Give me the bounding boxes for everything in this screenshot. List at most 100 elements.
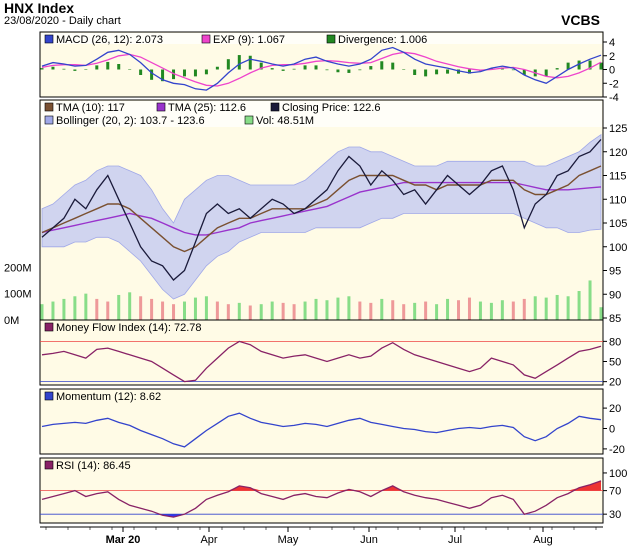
volume-bar: [336, 297, 340, 320]
volume-bar: [544, 297, 548, 320]
x-tick-label: Jul: [448, 534, 462, 546]
volume-bar: [215, 301, 219, 320]
chart-subtitle: 23/08/2020 - Daily chart: [4, 15, 121, 27]
volume-bar: [40, 304, 44, 320]
tma10-line: [41, 165, 602, 253]
divergence-bar: [325, 69, 329, 71]
volume-bar: [117, 294, 121, 320]
volume-bar: [51, 301, 55, 320]
rsi-y-tick-label: 70: [609, 486, 621, 498]
divergence-bar: [391, 62, 395, 70]
volume-bar: [566, 296, 570, 320]
volume-bar: [599, 307, 603, 320]
mfi-y-tick-label: 20: [609, 377, 621, 389]
divergence-bar: [128, 69, 132, 70]
x-tick-label: Aug: [533, 534, 553, 546]
volume-bar: [500, 300, 504, 320]
divergence-bar: [292, 68, 296, 70]
divergence-bar: [248, 55, 252, 70]
volume-bar: [193, 297, 197, 320]
price-legend-label: Closing Price: 122.6: [282, 102, 380, 114]
volume-bar: [325, 300, 329, 320]
price-legend-swatch: [44, 102, 54, 112]
volume-bar: [259, 304, 263, 320]
price-y-tick-label: 90: [609, 289, 621, 301]
divergence-bar: [522, 69, 526, 75]
volume-bar: [270, 301, 274, 320]
momentum-panel: [39, 388, 604, 455]
divergence-bar: [566, 62, 570, 70]
volume-bar: [73, 296, 77, 320]
x-tick-label: May: [278, 534, 299, 546]
divergence-bar: [544, 69, 548, 77]
price-y-tick-label: 120: [609, 147, 627, 159]
divergence-bar: [599, 62, 603, 70]
price-legend-label: TMA (25): 112.6: [168, 102, 246, 114]
volume-bar: [281, 302, 285, 320]
divergence-bar: [303, 65, 307, 70]
volume-bar: [435, 304, 439, 320]
momentum-legend-label: Momentum (12): 8.62: [56, 391, 161, 403]
divergence-bar: [95, 65, 99, 70]
macd-legend-label: MACD (26, 12): 2.073: [56, 34, 163, 46]
mfi-panel: [39, 319, 604, 386]
divergence-bar: [182, 69, 186, 77]
volume-bar: [457, 300, 461, 320]
price-y-tick-label: 105: [609, 218, 627, 230]
momentum-legend-swatch: [44, 391, 54, 401]
mfi-y-tick-label: 80: [609, 336, 621, 348]
volume-bar: [511, 301, 515, 320]
macd-legend-swatch: [44, 34, 54, 44]
macd-legend-swatch: [201, 34, 211, 44]
rsi-y-tick-label: 100: [609, 468, 627, 480]
divergence-bar: [259, 62, 263, 70]
price-y-tick-label: 110: [609, 194, 627, 206]
rsi-line: [41, 480, 602, 518]
divergence-bar: [139, 69, 143, 75]
momentum-y-tick-label: -20: [609, 444, 625, 456]
divergence-bar: [369, 66, 373, 70]
volume-bar: [413, 302, 417, 320]
divergence-bar: [347, 69, 351, 73]
divergence-bar: [424, 69, 428, 77]
volume-bar: [314, 298, 318, 320]
price-legend-label: Bollinger (20, 2): 103.7 - 123.6: [56, 115, 205, 127]
divergence-bar: [588, 60, 592, 70]
mfi-legend-swatch: [44, 322, 54, 332]
macd-y-tick-label: 2: [609, 51, 615, 63]
volume-bar: [369, 302, 373, 320]
volume-bar: [467, 297, 471, 320]
divergence-bar: [446, 69, 450, 74]
volume-bar: [555, 294, 559, 320]
brand-label: VCBS: [561, 12, 600, 28]
chart-title: HNX Index: [4, 0, 75, 16]
divergence-bar: [402, 69, 406, 70]
price-y-tick-label: 115: [609, 171, 627, 183]
divergence-bar: [314, 65, 318, 70]
price-y-tick-label: 95: [609, 266, 621, 278]
divergence-bar: [237, 55, 241, 70]
volume-bar: [84, 293, 88, 320]
volume-bar: [182, 301, 186, 320]
price-y-tick-label: 85: [609, 313, 621, 325]
price-y-tick-label: 100: [609, 242, 627, 254]
volume-bar: [424, 301, 428, 320]
volume-bar: [402, 304, 406, 320]
volume-y-tick-label: 200M: [4, 262, 32, 274]
volume-bar: [391, 300, 395, 320]
macd-y-tick-label: 4: [609, 37, 615, 49]
x-tick-label: Apr: [200, 534, 217, 546]
macd-legend-label: Divergence: 1.006: [338, 34, 427, 46]
volume-bar: [248, 305, 252, 320]
volume-bar: [446, 298, 450, 320]
price-legend-swatch: [44, 115, 54, 125]
volume-bar: [588, 280, 592, 320]
divergence-bar: [413, 69, 417, 75]
divergence-bar: [577, 60, 581, 70]
volume-bar: [303, 301, 307, 320]
price-legend-label: TMA (10): 117: [56, 102, 125, 114]
divergence-bar: [106, 61, 110, 70]
volume-bar: [347, 296, 351, 320]
macd-legend-bg: [41, 33, 602, 44]
